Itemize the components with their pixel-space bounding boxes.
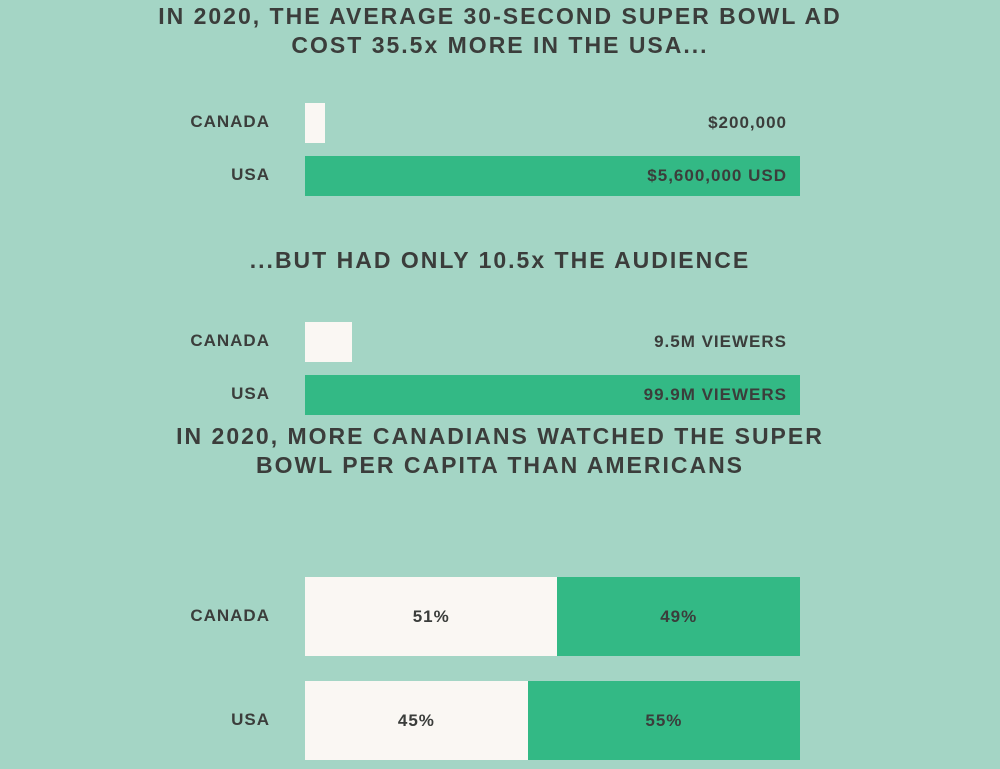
per-capita-usa-stack: 45% 55% [305,681,800,760]
per-capita-canada-segment-1: 51% [305,577,558,656]
cost-usa-value: $5,600,000 USD [647,166,787,185]
per-capita-heading: IN 2020, MORE CANADIANS WATCHED THE SUPE… [176,423,824,478]
per-capita-usa-segment-2: 55% [527,681,800,760]
cost-canada-label: CANADA [190,112,270,131]
cost-canada-value: $200,000 [708,113,787,132]
cost-heading: IN 2020, THE AVERAGE 30-SECOND SUPER BOW… [158,3,842,58]
cost-usa-bar [305,156,800,196]
audience-usa-label: USA [231,384,270,403]
per-capita-usa-segment-1: 45% [305,681,528,760]
cost-canada-bar [305,103,325,143]
audience-usa-value: 99.9M VIEWERS [643,385,787,404]
per-capita-canada-label: CANADA [190,606,270,625]
audience-heading: ...BUT HAD ONLY 10.5x THE AUDIENCE [249,247,751,273]
per-capita-canada-stack: 51% 49% [305,577,800,656]
audience-canada-label: CANADA [190,331,270,350]
audience-canada-value: 9.5M VIEWERS [654,332,787,351]
per-capita-canada-segment-2: 49% [557,577,800,656]
cost-canada-track: $200,000 [305,103,800,143]
audience-usa-track: 99.9M VIEWERS [305,375,800,415]
audience-usa-bar [305,375,800,415]
cost-usa-track: $5,600,000 USD [305,156,800,196]
audience-canada-bar [305,322,353,362]
per-capita-usa-label: USA [231,710,270,729]
audience-canada-track: 9.5M VIEWERS [305,322,800,362]
cost-usa-label: USA [231,165,270,184]
